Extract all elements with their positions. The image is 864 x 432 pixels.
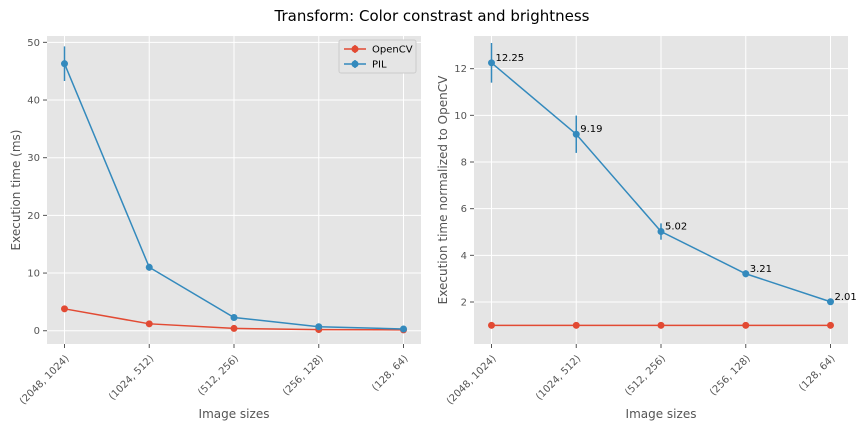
x-tick-label: (1024, 512) bbox=[107, 353, 156, 402]
y-axis-label: Execution time normalized to OpenCV bbox=[436, 75, 450, 304]
x-tick-label: (1024, 512) bbox=[534, 353, 583, 402]
x-tick-label: (2048, 1024) bbox=[18, 353, 72, 407]
data-point bbox=[827, 298, 834, 306]
data-label: 2.01 bbox=[835, 292, 857, 303]
x-tick-label: (128, 64) bbox=[370, 353, 410, 393]
y-tick-label: 2 bbox=[461, 298, 467, 309]
data-point bbox=[657, 321, 665, 329]
legend-marker bbox=[351, 60, 359, 68]
data-point bbox=[488, 321, 495, 329]
x-tick-label: (128, 64) bbox=[797, 353, 837, 393]
data-label: 5.02 bbox=[665, 222, 687, 233]
legend-label-opencv: OpenCV bbox=[372, 45, 413, 56]
data-label: 12.25 bbox=[496, 53, 525, 64]
x-tick-label: (512, 256) bbox=[623, 353, 668, 398]
y-tick-label: 0 bbox=[34, 326, 40, 337]
data-point bbox=[827, 321, 834, 329]
data-point bbox=[230, 313, 238, 321]
x-tick-label: (512, 256) bbox=[196, 353, 241, 398]
data-label: 3.21 bbox=[750, 264, 772, 275]
data-point bbox=[61, 60, 68, 68]
y-tick-label: 8 bbox=[461, 158, 467, 169]
y-tick-label: 10 bbox=[454, 111, 467, 122]
y-tick-label: 50 bbox=[27, 38, 40, 49]
chart-execution-time: 0 10 20 30 40 50 (2048, 1024) (1024, 512) (512, … bbox=[9, 36, 421, 421]
data-point bbox=[572, 130, 580, 138]
data-point bbox=[145, 263, 153, 271]
x-tick-label: (2048, 1024) bbox=[445, 353, 499, 407]
data-point bbox=[572, 321, 580, 329]
y-tick-label: 20 bbox=[27, 211, 40, 222]
x-tick-label: (256, 128) bbox=[708, 353, 753, 398]
data-point bbox=[742, 321, 750, 329]
x-axis-label: Image sizes bbox=[626, 407, 697, 421]
legend-label-pil: PIL bbox=[372, 60, 387, 71]
legend-marker bbox=[351, 45, 359, 53]
data-point bbox=[657, 228, 665, 236]
data-label: 9.19 bbox=[580, 124, 602, 135]
chart-normalized-time: 2 4 6 8 10 12 (2048, 1024) (1024, 512) (512, 256… bbox=[436, 36, 857, 421]
y-tick-label: 30 bbox=[27, 153, 40, 164]
y-axis-label: Execution time (ms) bbox=[9, 130, 23, 251]
data-point bbox=[315, 323, 323, 331]
data-point bbox=[742, 270, 750, 278]
data-point bbox=[145, 320, 153, 328]
data-point bbox=[61, 305, 68, 313]
y-tick-label: 10 bbox=[27, 269, 40, 280]
figure-title: Transform: Color constrast and brightnes… bbox=[274, 7, 590, 25]
data-point bbox=[488, 59, 495, 67]
x-axis-label: Image sizes bbox=[199, 407, 270, 421]
x-tick-label: (256, 128) bbox=[281, 353, 326, 398]
y-tick-label: 6 bbox=[461, 204, 467, 215]
data-point bbox=[400, 325, 407, 333]
data-point bbox=[230, 324, 238, 332]
y-tick-label: 40 bbox=[27, 96, 40, 107]
y-tick-label: 4 bbox=[461, 251, 467, 262]
y-tick-label: 12 bbox=[454, 64, 467, 75]
